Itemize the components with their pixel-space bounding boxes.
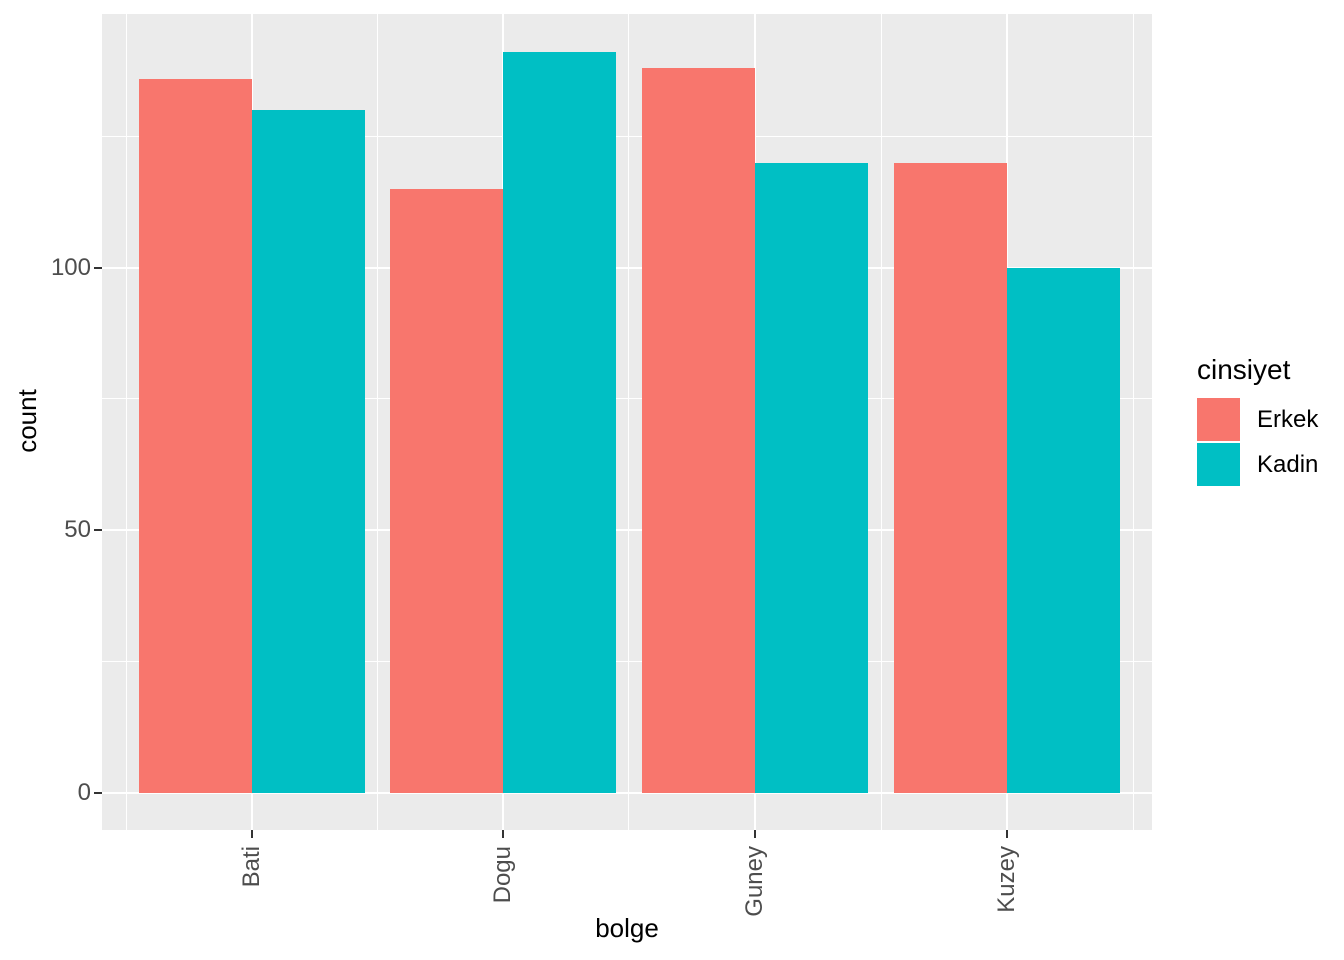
gridline-major-y100	[102, 266, 1152, 269]
x-tick-mark-bati	[251, 830, 253, 838]
x-tick-label-guney: Guney	[741, 846, 768, 917]
x-tick-mark-guney	[754, 830, 756, 838]
gridline-minor-x3	[880, 14, 882, 830]
y-tick-mark-50	[94, 529, 102, 532]
x-tick-mark-kuzey	[1006, 830, 1009, 838]
bar-kadin-kuzey	[1007, 267, 1121, 793]
y-tick-label-50: 50	[64, 516, 91, 544]
gridline-minor-x0	[125, 14, 127, 830]
legend-label-erkek: Erkek	[1257, 405, 1319, 433]
gridline-major-y0	[102, 791, 1152, 794]
legend-entry-erkek: Erkek	[1197, 398, 1318, 441]
bar-kadin-dogu	[502, 52, 616, 793]
legend-swatch-kadin	[1197, 443, 1240, 486]
bar-erkek-bati	[139, 78, 252, 793]
legend-entry-kadin: Kadin	[1197, 443, 1318, 486]
gridline-major-y50	[102, 529, 1152, 532]
y-tick-label-0: 0	[77, 778, 91, 806]
y-axis-title: count	[12, 389, 42, 453]
bar-kadin-guney	[755, 162, 868, 793]
y-tick-mark-100	[94, 266, 102, 269]
x-tick-mark-dogu	[501, 830, 504, 838]
x-tick-label-kuzey: Kuzey	[993, 846, 1021, 913]
legend-entries: Erkek Kadin	[1197, 398, 1318, 486]
gridline-minor-y75	[102, 398, 1152, 400]
gridline-minor-x2	[628, 14, 630, 830]
bar-kadin-bati	[252, 110, 365, 793]
plot-panel	[102, 14, 1152, 830]
gridline-minor-y125	[102, 135, 1152, 137]
x-tick-label-bati: Bati	[238, 846, 265, 888]
bar-erkek-kuzey	[894, 162, 1008, 793]
x-axis-title: bolge	[595, 913, 659, 943]
x-tick-label-dogu: Dogu	[488, 846, 516, 904]
bar-erkek-dogu	[389, 188, 503, 793]
gridline-minor-x4	[1132, 14, 1134, 830]
gridline-minor-x1	[376, 14, 378, 830]
legend: cinsiyet Erkek Kadin	[1197, 354, 1318, 488]
y-tick-mark-0	[94, 791, 102, 794]
legend-swatch-erkek	[1197, 398, 1240, 441]
bar-erkek-guney	[642, 68, 755, 793]
gridline-minor-y25	[102, 660, 1152, 662]
legend-title: cinsiyet	[1197, 354, 1291, 385]
y-tick-label-100: 100	[50, 253, 91, 281]
legend-label-kadin: Kadin	[1257, 450, 1319, 478]
